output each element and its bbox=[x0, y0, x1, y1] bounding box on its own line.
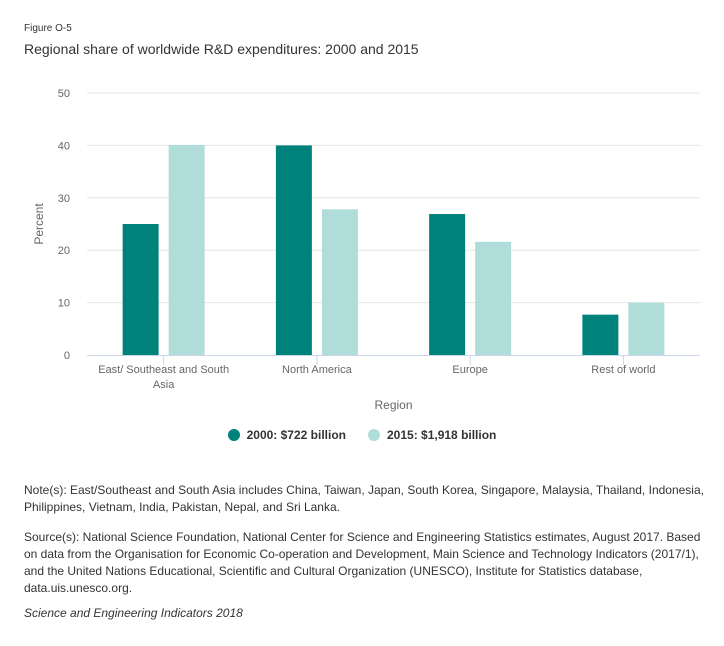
chart-title: Regional share of worldwide R&D expendit… bbox=[24, 41, 419, 57]
bar-2000 bbox=[122, 224, 159, 355]
legend-label-2000: 2000: $722 billion bbox=[246, 428, 346, 442]
y-tick-label: 0 bbox=[64, 350, 70, 362]
bar-2015 bbox=[628, 302, 665, 355]
credit-text: Science and Engineering Indicators 2018 bbox=[24, 606, 243, 620]
x-tick-label: Rest of world bbox=[591, 364, 655, 376]
figure-label: Figure O-5 bbox=[24, 23, 72, 34]
bar-2000 bbox=[582, 314, 619, 355]
legend-label-2015: 2015: $1,918 billion bbox=[387, 428, 497, 442]
bar-2015 bbox=[475, 241, 512, 355]
notes-text: Note(s): East/Southeast and South Asia i… bbox=[24, 483, 704, 514]
x-axis-title: Region bbox=[374, 398, 412, 412]
legend-item-2000[interactable]: 2000: $722 billion bbox=[227, 428, 346, 442]
y-axis-title: Percent bbox=[32, 203, 46, 245]
source-text: Source(s): National Science Foundation, … bbox=[24, 530, 701, 595]
legend: 2000: $722 billion 2015: $1,918 billion bbox=[0, 428, 724, 442]
x-tick-label: Asia bbox=[153, 379, 175, 391]
bar-2015 bbox=[321, 209, 358, 355]
bar-2000 bbox=[429, 214, 466, 355]
y-tick-label: 10 bbox=[58, 298, 70, 310]
x-tick-label: Europe bbox=[452, 364, 487, 376]
x-tick-label: East/ Southeast and South bbox=[98, 364, 229, 376]
y-tick-label: 30 bbox=[58, 193, 70, 205]
legend-swatch-2015 bbox=[368, 429, 380, 441]
legend-swatch-2000 bbox=[227, 429, 240, 441]
bar-chart: 0 10 20 30 40 50 East/ Southeast and South Asia… bbox=[32, 88, 700, 412]
y-tick-label: 50 bbox=[58, 88, 70, 100]
bar-2015 bbox=[168, 144, 205, 355]
legend-item-2015[interactable]: 2015: $1,918 billion bbox=[368, 428, 496, 442]
bar-2000 bbox=[275, 145, 312, 355]
y-tick-label: 20 bbox=[58, 245, 70, 257]
y-tick-label: 40 bbox=[58, 140, 70, 152]
x-tick-label: North America bbox=[282, 364, 353, 376]
